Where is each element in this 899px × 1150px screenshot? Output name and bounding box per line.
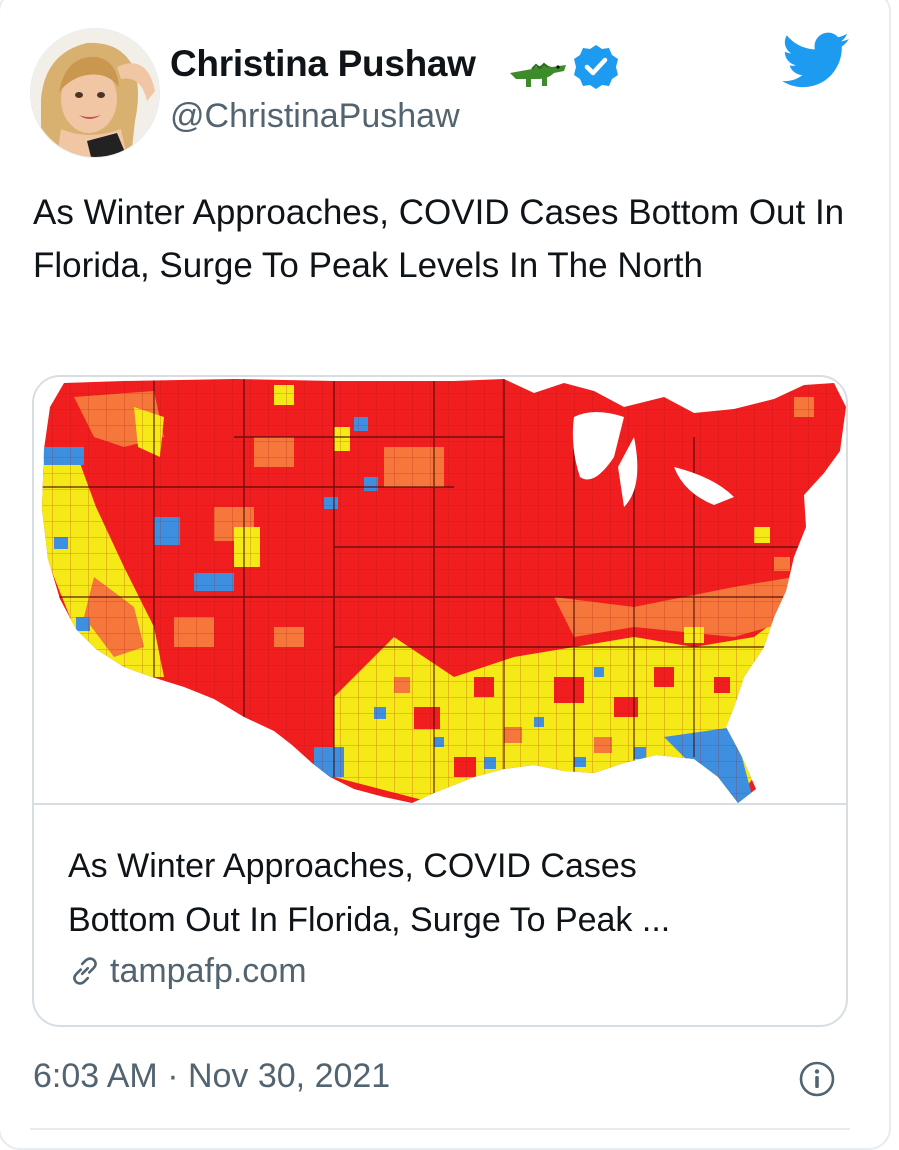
link-icon xyxy=(73,957,97,985)
tweet-timestamp[interactable]: 6:03 AM · Nov 30, 2021 xyxy=(33,1057,391,1095)
info-icon[interactable] xyxy=(798,1060,836,1098)
display-name[interactable]: Christina Pushaw xyxy=(170,43,476,84)
avatar[interactable] xyxy=(30,28,160,158)
verified-badge-icon xyxy=(572,43,620,91)
crocodile-icon xyxy=(508,55,568,91)
author-handle[interactable]: @ChristinaPushaw xyxy=(170,97,460,135)
link-card-title-line-2: Bottom Out In Florida, Surge To Peak ... xyxy=(68,901,671,939)
link-card-title[interactable]: As Winter Approaches, COVID Cases Bottom… xyxy=(68,839,818,947)
link-card-title-line-1: As Winter Approaches, COVID Cases xyxy=(68,847,637,885)
us-county-covid-map[interactable] xyxy=(34,377,846,805)
divider xyxy=(30,1128,850,1130)
link-card-domain-text: tampafp.com xyxy=(110,952,307,990)
tweet-text: As Winter Approaches, COVID Cases Bottom… xyxy=(33,193,845,285)
twitter-bird-icon[interactable] xyxy=(782,32,850,90)
link-card-domain[interactable]: tampafp.com xyxy=(68,949,307,993)
link-preview-card[interactable]: As Winter Approaches, COVID Cases Bottom… xyxy=(32,375,848,1027)
